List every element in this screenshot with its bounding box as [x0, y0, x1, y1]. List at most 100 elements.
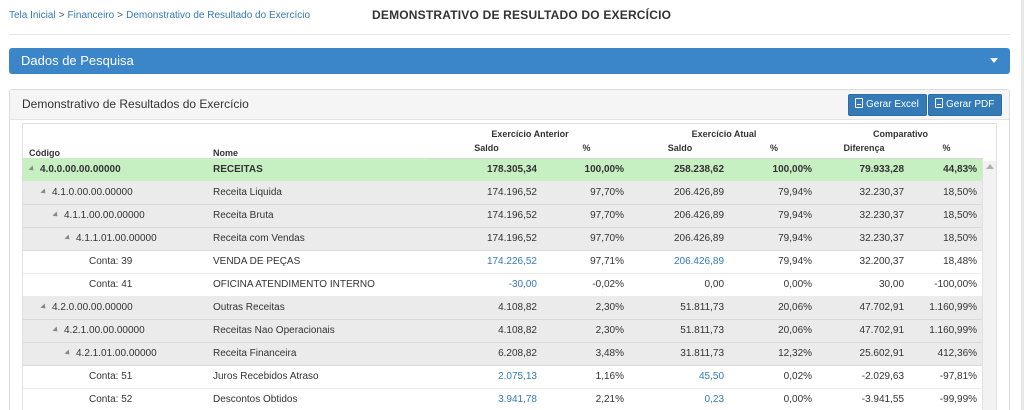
row-curr-saldo[interactable]: 206.426,89	[630, 250, 731, 274]
table-row[interactable]: 4.0.0.00.00.00000 RECEITAS 178.305,34 100,0…	[23, 158, 984, 182]
row-prev-saldo[interactable]: 3.941,78	[430, 388, 543, 410]
vertical-scrollbar[interactable]	[982, 161, 996, 410]
row-name: Descontos Obtidos	[207, 388, 430, 410]
column-header-code[interactable]: Código	[23, 124, 207, 158]
row-name-text: Descontos Obtidos	[213, 394, 298, 405]
row-prev-saldo-text[interactable]: 2.075,13	[498, 371, 537, 382]
row-curr-pct-text: 0,00%	[783, 394, 813, 405]
scroll-up-icon[interactable]	[986, 164, 994, 169]
row-prev-saldo-text[interactable]: 3.941,78	[498, 394, 537, 405]
column-header-prev-saldo[interactable]: Saldo	[430, 139, 543, 159]
row-prev-saldo: 174.196,52	[430, 227, 543, 251]
generate-excel-button[interactable]: Gerar Excel	[848, 94, 927, 116]
column-header-curr-pct[interactable]: %	[730, 139, 819, 159]
chevron-down-icon	[990, 58, 998, 63]
row-curr-saldo-text: 258.238,62	[673, 164, 725, 175]
row-name: Receita com Vendas	[207, 227, 430, 251]
row-code: Conta: 39	[23, 250, 207, 274]
row-code-text: 4.0.0.00.00.00000	[40, 163, 121, 175]
row-name: Receita Financeira	[207, 342, 430, 366]
row-curr-saldo-text: 206.426,89	[673, 210, 725, 221]
row-diff-pct-text: 1.160,99%	[929, 302, 978, 313]
row-curr-pct-text: 0,00%	[783, 279, 813, 290]
row-curr-saldo: 31.811,73	[630, 342, 731, 366]
table-row[interactable]: 4.1.1.01.00.00000 Receita com Vendas 174.1…	[23, 227, 984, 251]
row-prev-pct-text: 100,00%	[584, 164, 625, 175]
generate-pdf-button[interactable]: Gerar PDF	[928, 94, 1003, 116]
row-name: OFICINA ATENDIMENTO INTERNO	[207, 273, 430, 297]
row-prev-saldo[interactable]: -30,00	[430, 273, 543, 297]
row-curr-pct-text: 79,94%	[778, 187, 813, 198]
row-prev-pct-text: 97,71%	[590, 256, 625, 267]
table-row[interactable]: 4.1.1.00.00.00000 Receita Bruta 174.196,52…	[23, 204, 984, 228]
row-code: 4.2.0.00.00.00000	[23, 296, 207, 320]
row-prev-saldo-text[interactable]: 174.226,52	[486, 256, 537, 267]
tree-toggle-icon[interactable]	[64, 349, 72, 357]
row-prev-saldo-text[interactable]: -30,00	[508, 279, 537, 290]
tree-toggle-icon[interactable]	[64, 234, 72, 242]
breadcrumb-separator: >	[58, 10, 65, 21]
tree-toggle-icon[interactable]	[40, 303, 48, 311]
tree-toggle-icon[interactable]	[28, 165, 36, 173]
table-row[interactable]: Conta: 52 Descontos Obtidos 3.941,78 2,21% 0…	[23, 388, 984, 410]
row-curr-pct: 20,06%	[730, 319, 819, 343]
row-diff-pct: -99,99%	[910, 388, 984, 410]
table-row[interactable]: 4.2.0.00.00.00000 Outras Receitas 4.108,82…	[23, 296, 984, 320]
report-panel: Demonstrativo de Resultados do Exercício…	[9, 89, 1010, 410]
search-panel-toggle[interactable]: Dados de Pesquisa	[9, 48, 1010, 74]
row-prev-saldo[interactable]: 174.226,52	[430, 250, 543, 274]
column-header-curr-saldo[interactable]: Saldo	[630, 139, 731, 159]
row-difference: 25.602,91	[818, 342, 911, 366]
row-prev-saldo: 4.108,82	[430, 296, 543, 320]
breadcrumb-current-link[interactable]: Demonstrativo de Resultado do Exercício	[126, 10, 311, 21]
table-row[interactable]: Conta: 39 VENDA DE PEÇAS 174.226,52 97,71% 2…	[23, 250, 984, 274]
row-prev-pct: 100,00%	[543, 158, 631, 182]
row-name-text: Receita com Vendas	[213, 233, 305, 244]
row-code-text: 4.2.1.01.00.00000	[76, 348, 157, 359]
row-prev-saldo[interactable]: 2.075,13	[430, 365, 543, 389]
breadcrumb-finance-link[interactable]: Financeiro	[67, 10, 115, 21]
row-curr-pct-text: 20,06%	[778, 302, 813, 313]
column-header-prev-pct[interactable]: %	[543, 139, 631, 159]
column-header-diff-pct[interactable]: %	[910, 139, 984, 159]
row-difference: 32.230,37	[818, 181, 911, 205]
tree-toggle-icon[interactable]	[52, 326, 60, 334]
report-panel-header: Demonstrativo de Resultados do Exercício…	[10, 90, 1009, 120]
tree-toggle-icon[interactable]	[52, 211, 60, 219]
row-prev-pct: 97,71%	[543, 250, 631, 274]
row-curr-saldo-text[interactable]: 45,50	[698, 371, 725, 382]
row-difference: 32.230,37	[818, 227, 911, 251]
report-table: Código Nome Exercício Anterior Exercício…	[23, 124, 984, 410]
row-name-text: Juros Recebidos Atraso	[213, 371, 319, 382]
row-curr-saldo[interactable]: 0,23	[630, 388, 731, 410]
breadcrumb-home-link[interactable]: Tela Inicial	[9, 10, 56, 21]
row-prev-saldo-text: 174.196,52	[486, 233, 537, 244]
row-curr-saldo-text[interactable]: 0,23	[704, 394, 725, 405]
row-curr-saldo-text[interactable]: 206.426,89	[673, 256, 725, 267]
row-curr-saldo[interactable]: 45,50	[630, 365, 731, 389]
row-diff-pct: 18,50%	[910, 204, 984, 228]
table-row[interactable]: Conta: 51 Juros Recebidos Atraso 2.075,13 1…	[23, 365, 984, 389]
row-difference-text: 32.230,37	[859, 187, 905, 198]
report-table-container: Código Nome Exercício Anterior Exercício…	[22, 123, 997, 410]
row-prev-pct-text: 2,21%	[595, 394, 625, 405]
row-diff-pct-text: -97,81%	[939, 371, 978, 382]
table-row[interactable]: 4.2.1.00.00.00000 Receitas Nao Operaciona…	[23, 319, 984, 343]
table-row[interactable]: Conta: 41 OFICINA ATENDIMENTO INTERNO -30,…	[23, 273, 984, 297]
row-curr-saldo-text: 31.811,73	[680, 348, 725, 359]
page-title: DEMONSTRATIVO DE RESULTADO DO EXERCÍCIO	[372, 8, 672, 22]
row-difference: 32.200,37	[818, 250, 911, 274]
row-prev-pct: -0,02%	[543, 273, 631, 297]
column-header-name[interactable]: Nome	[207, 124, 430, 158]
row-prev-pct-text: 3,48%	[595, 348, 625, 359]
row-prev-pct: 3,48%	[543, 342, 631, 366]
column-group-previous-year: Exercício Anterior	[430, 124, 631, 139]
tree-toggle-icon[interactable]	[40, 188, 48, 196]
table-row[interactable]: 4.2.1.01.00.00000 Receita Financeira 6.208…	[23, 342, 984, 366]
row-curr-saldo-text: 206.426,89	[673, 233, 725, 244]
table-row[interactable]: 4.1.0.00.00.00000 Receita Liquida 174.196,…	[23, 181, 984, 205]
row-name: Outras Receitas	[207, 296, 430, 320]
column-header-difference[interactable]: Diferença	[818, 139, 911, 159]
page-scrollbar[interactable]	[1021, 0, 1024, 410]
row-name-text: Outras Receitas	[213, 302, 285, 313]
